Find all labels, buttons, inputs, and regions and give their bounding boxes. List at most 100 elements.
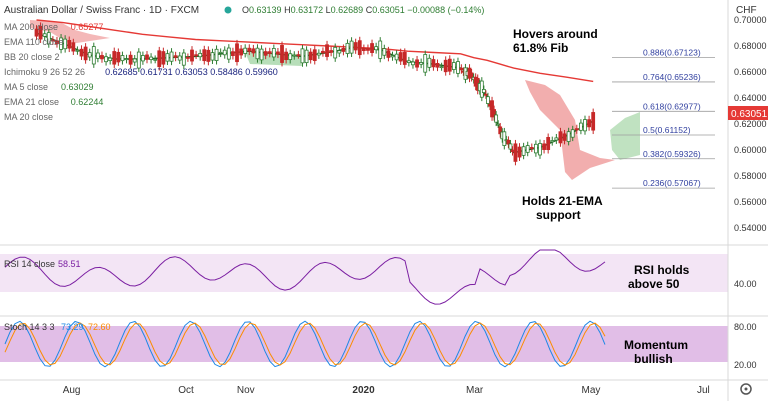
candle-body [50, 39, 55, 42]
candle-body [357, 40, 362, 56]
stoch-band [0, 326, 728, 362]
rsi-band [0, 254, 728, 292]
candle-body [177, 55, 182, 61]
candle-body [38, 25, 43, 40]
candle-body [427, 57, 432, 68]
candle-body [349, 40, 354, 54]
candle-body [459, 67, 464, 71]
candle-body [157, 50, 162, 68]
ohlc-readout: O0.63139 H0.63172 L0.62689 C0.63051 −0.0… [242, 5, 484, 15]
candle-body [59, 37, 63, 50]
candle-body [210, 52, 215, 61]
stoch-tick-80: 80.00 [734, 322, 757, 332]
candle-body [128, 54, 133, 65]
legend-value: 0.62685 0.61731 0.63053 0.58486 0.59960 [105, 67, 278, 77]
candle-body [492, 109, 496, 118]
time-tick-3: 2020 [352, 385, 375, 396]
symbol-title: Australian Dollar / Swiss Franc · 1D · F… [4, 5, 199, 16]
candle-body [386, 50, 391, 58]
candle-body [132, 58, 137, 63]
candle-body [521, 146, 526, 156]
legend-label: EMA 110 close [4, 37, 63, 47]
candle-body [439, 66, 444, 69]
candle-body [486, 96, 490, 104]
candle-body [443, 59, 448, 73]
legend-label: MA 20 close [4, 112, 53, 122]
candle-body [267, 51, 272, 54]
fib-note-line2: 61.8% Fib [513, 41, 568, 55]
candle-body [484, 93, 488, 96]
ichimoku-cloud-red-late [525, 80, 615, 180]
candle-body [304, 49, 309, 64]
candle-body [341, 47, 346, 52]
candle-body [108, 57, 113, 62]
settings-gear-icon[interactable] [740, 383, 752, 395]
price-tick-6: 0.58000 [734, 171, 767, 181]
legend-row-6[interactable]: MA 20 close [4, 112, 53, 122]
ichimoku-cloud-green-late [610, 112, 640, 160]
candle-body [447, 58, 452, 72]
candle-body [398, 52, 403, 62]
candle-body [55, 40, 59, 45]
rsi-tick-40: 40.00 [734, 279, 757, 289]
time-tick-2: Nov [237, 385, 255, 396]
rsi-value: 58.51 [58, 259, 81, 269]
price-tick-8: 0.54000 [734, 223, 767, 233]
candle-body [579, 122, 583, 131]
candle-body [284, 51, 289, 61]
candle-body [402, 51, 407, 65]
candle-body [490, 100, 494, 118]
fib-label-1: 0.764(0.65236) [643, 72, 701, 82]
candle-body [124, 58, 129, 61]
candle-body [116, 51, 121, 63]
candle-body [415, 59, 419, 68]
rsi-label: RSI 14 close [4, 259, 55, 269]
legend-value: 0.65277 [71, 22, 104, 32]
candle-body [218, 51, 223, 54]
last-price-value: 0.63051 [731, 109, 768, 120]
time-tick-6: Jul [697, 385, 710, 396]
candle-body [345, 42, 350, 54]
candle-body [394, 53, 399, 61]
candle-body [222, 49, 227, 56]
candle-body [570, 129, 575, 138]
last-price-tag [728, 106, 768, 120]
legend-row-2[interactable]: BB 20 close 2 [4, 52, 60, 62]
ema-note-line2: support [536, 208, 581, 222]
candle-body [542, 143, 546, 150]
price-tick-1: 0.68000 [734, 41, 767, 51]
ohlc-low: 0.62689 [331, 5, 364, 15]
legend-row-3[interactable]: Ichimoku 9 26 52 26 0.62685 0.61731 0.630… [4, 67, 278, 77]
plot-area [0, 0, 728, 380]
candle-body [481, 89, 486, 93]
candle-body [529, 147, 534, 149]
legend-row-5[interactable]: EMA 21 close 0.62244 [4, 97, 103, 107]
legend-row-4[interactable]: MA 5 close 0.63029 [4, 82, 94, 92]
candle-body [161, 51, 166, 65]
candle-body [361, 48, 366, 51]
candle-body [513, 143, 518, 162]
legend-row-1[interactable]: EMA 110 close [4, 37, 63, 47]
candle-body [374, 46, 379, 51]
candle-body [517, 146, 522, 158]
candle-body [533, 143, 538, 154]
candle-body [502, 131, 507, 146]
candle-body [423, 54, 428, 73]
candle-body [321, 50, 325, 54]
candle-body [325, 44, 329, 57]
time-tick-1: Oct [178, 385, 194, 396]
candle-body [255, 47, 260, 60]
candle-body [34, 28, 39, 37]
fib-label-5: 0.236(0.57067) [643, 178, 701, 188]
legend-row-0[interactable]: MA 200 close 0.65277 [4, 22, 103, 32]
candle-body [46, 32, 51, 45]
candle-body [300, 48, 305, 64]
stoch-d-line [4, 322, 606, 366]
candle-body [202, 49, 207, 62]
candle-body [558, 131, 563, 144]
candle-body [186, 56, 190, 59]
candle-body [251, 48, 256, 54]
candle-body [583, 119, 587, 132]
candle-body [95, 52, 100, 59]
